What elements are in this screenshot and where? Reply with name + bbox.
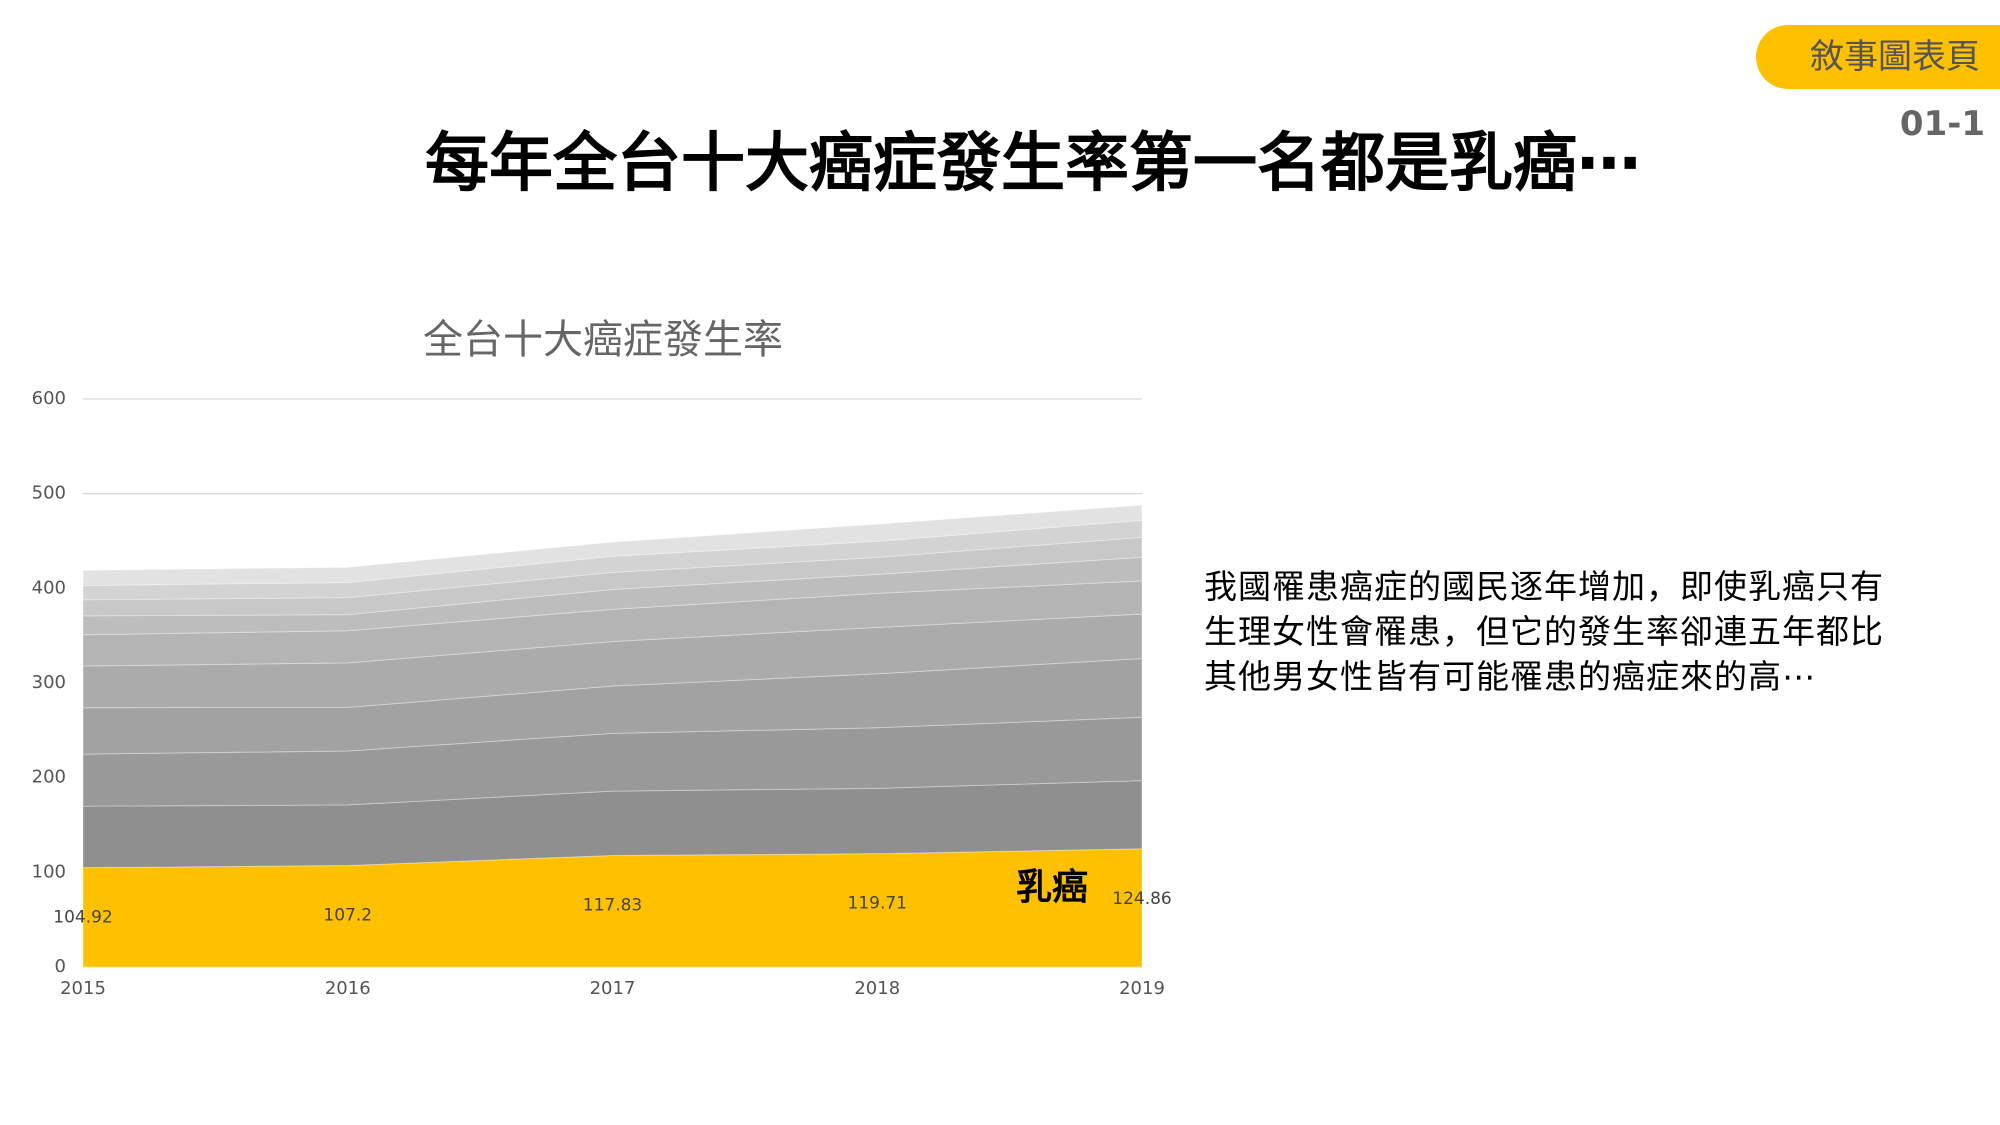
data-label: 124.86 <box>1112 889 1171 909</box>
y-tick-label: 0 <box>55 956 66 977</box>
y-tick-label: 500 <box>32 483 66 504</box>
area-layer <box>82 519 1143 601</box>
x-tick-label: 2018 <box>854 978 900 999</box>
paragraph: 我國罹患癌症的國民逐年增加，即使乳癌只有生理女性會罹患，但它的發生率卻連五年都比… <box>1204 567 1884 696</box>
y-tick-label: 100 <box>32 861 66 882</box>
y-tick-label: 400 <box>32 577 66 598</box>
series-annotation: 乳癌 <box>1016 867 1088 908</box>
data-label: 104.92 <box>53 908 112 928</box>
area-layer <box>82 580 1143 667</box>
y-tick-label: 300 <box>32 672 66 693</box>
area-layer <box>82 780 1143 869</box>
data-label: 119.71 <box>848 894 907 914</box>
chart-title: 全台十大癌症發生率 <box>423 317 783 363</box>
area-layer <box>82 536 1143 617</box>
area-layer <box>82 657 1143 755</box>
tag: 敘事圖表頁 <box>1810 37 1980 77</box>
data-label: 117.83 <box>583 895 642 915</box>
area-layer <box>82 556 1143 636</box>
page-number: 01-1 <box>1899 104 1985 144</box>
data-label: 107.2 <box>323 906 372 926</box>
y-tick-label: 200 <box>32 767 66 788</box>
tag-pill: 敘事圖表頁 <box>1756 25 2000 89</box>
y-tick-label: 600 <box>32 388 66 409</box>
x-tick-label: 2017 <box>590 978 636 999</box>
slide-title: 每年全台十大癌症發生率第一名都是乳癌⋯ <box>425 127 1641 201</box>
area-layer <box>82 613 1143 709</box>
x-tick-label: 2016 <box>325 978 371 999</box>
x-tick-label: 2015 <box>60 978 106 999</box>
area-layer <box>82 504 1143 587</box>
x-tick-label: 2019 <box>1119 978 1165 999</box>
